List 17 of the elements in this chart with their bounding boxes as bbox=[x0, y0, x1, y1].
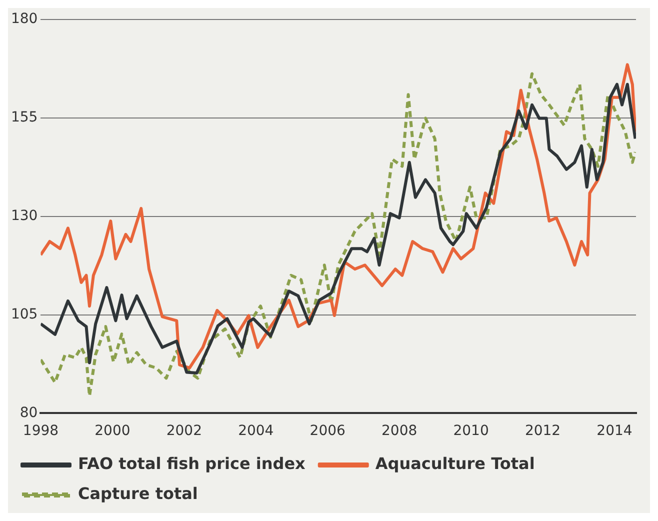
x-tick-label: 2002 bbox=[166, 423, 202, 440]
x-tick-label: 2000 bbox=[94, 423, 130, 440]
y-tick-label: 130 bbox=[10, 208, 38, 224]
legend-label: Aquaculture Total bbox=[375, 454, 535, 474]
y-tick-label: 105 bbox=[10, 306, 38, 322]
x-tick-label: 2008 bbox=[382, 423, 418, 440]
y-tick-label: 180 bbox=[10, 11, 38, 28]
y-tick-label: 80 bbox=[20, 404, 38, 421]
x-tick-label: 2004 bbox=[238, 423, 274, 440]
x-tick-label: 2012 bbox=[524, 423, 561, 440]
legend-label: FAO total fish price index bbox=[78, 454, 306, 474]
x-tick-label: 2014 bbox=[596, 423, 632, 440]
legend-label: Capture total bbox=[78, 484, 198, 504]
y-tick-label: 155 bbox=[10, 109, 38, 126]
x-tick-label: 1998 bbox=[22, 423, 59, 440]
x-tick-label: 2010 bbox=[453, 423, 489, 440]
x-tick-label: 2006 bbox=[310, 423, 346, 440]
